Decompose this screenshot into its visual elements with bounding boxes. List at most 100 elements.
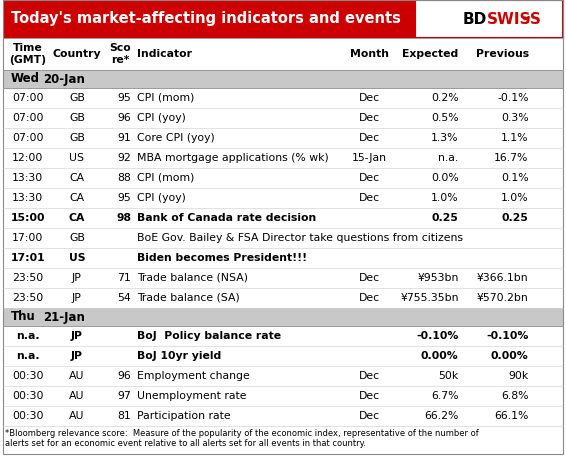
Bar [3, 38, 563, 70]
Text: Biden becomes President!!!: Biden becomes President!!! [137, 253, 307, 263]
Text: 1.1%: 1.1% [501, 133, 529, 143]
Text: US: US [70, 153, 84, 163]
Text: 98: 98 [116, 213, 131, 223]
Text: GB: GB [69, 133, 85, 143]
Text: Core CPI (yoy): Core CPI (yoy) [137, 133, 215, 143]
Text: 17:01: 17:01 [10, 253, 45, 263]
Text: US: US [68, 253, 85, 263]
Text: 92: 92 [117, 153, 131, 163]
Text: Country: Country [53, 49, 101, 59]
Text: 23:50: 23:50 [12, 293, 43, 303]
Text: CPI (mom): CPI (mom) [137, 173, 194, 183]
Text: 81: 81 [117, 411, 131, 421]
Text: 0.25: 0.25 [502, 213, 529, 223]
Text: BoE Gov. Bailey & FSA Director take questions from citizens: BoE Gov. Bailey & FSA Director take ques… [137, 233, 463, 243]
Text: JP: JP [71, 331, 83, 341]
Text: 0.1%: 0.1% [501, 173, 529, 183]
Text: *Bloomberg relevance score:  Measure of the popularity of the economic index, re: *Bloomberg relevance score: Measure of t… [5, 429, 479, 448]
Text: Employment change: Employment change [137, 371, 250, 381]
Text: Dec: Dec [359, 371, 380, 381]
Text: 0.2%: 0.2% [431, 93, 458, 103]
Text: Trade balance (NSA): Trade balance (NSA) [137, 273, 248, 283]
Text: 96: 96 [117, 113, 131, 123]
Text: 0.0%: 0.0% [431, 173, 458, 183]
Text: AU: AU [69, 411, 85, 421]
Text: 6.7%: 6.7% [431, 391, 458, 401]
Text: Dec: Dec [359, 411, 380, 421]
Text: MBA mortgage applications (% wk): MBA mortgage applications (% wk) [137, 153, 329, 163]
Text: Dec: Dec [359, 93, 380, 103]
Text: -0.10%: -0.10% [486, 331, 529, 341]
Text: Participation rate: Participation rate [137, 411, 231, 421]
Text: Dec: Dec [359, 133, 380, 143]
Text: 00:30: 00:30 [12, 391, 44, 401]
Text: -0.1%: -0.1% [497, 93, 529, 103]
Text: Time
(GMT): Time (GMT) [9, 43, 46, 65]
Text: Bank of Canada rate decision: Bank of Canada rate decision [137, 213, 316, 223]
Text: Thu: Thu [11, 310, 36, 324]
Text: Sco
re*: Sco re* [109, 43, 131, 65]
Text: 20-Jan: 20-Jan [43, 73, 85, 86]
Text: 0.00%: 0.00% [421, 351, 458, 361]
Bar [3, 70, 563, 88]
Text: Trade balance (SA): Trade balance (SA) [137, 293, 240, 303]
Text: 0.00%: 0.00% [491, 351, 529, 361]
Bar [3, 0, 415, 38]
Text: AU: AU [69, 391, 85, 401]
Text: 95: 95 [117, 93, 131, 103]
Bar [415, 0, 563, 38]
Bar [415, 0, 563, 38]
Text: Dec: Dec [359, 273, 380, 283]
Text: Dec: Dec [359, 173, 380, 183]
Text: ¥366.1bn: ¥366.1bn [477, 273, 529, 283]
Text: 97: 97 [117, 391, 131, 401]
Text: CA: CA [70, 193, 84, 203]
Text: Month: Month [350, 49, 389, 59]
Text: Expected: Expected [402, 49, 458, 59]
Text: 00:30: 00:30 [12, 411, 44, 421]
Text: 07:00: 07:00 [12, 113, 44, 123]
Text: ¥953bn: ¥953bn [417, 273, 458, 283]
Text: 12:00: 12:00 [12, 153, 44, 163]
Text: Dec: Dec [359, 391, 380, 401]
Text: Dec: Dec [359, 293, 380, 303]
Text: CA: CA [68, 213, 85, 223]
Text: 1.0%: 1.0% [431, 193, 458, 203]
Text: AU: AU [69, 371, 85, 381]
Bar [3, 308, 563, 326]
Text: 13:30: 13:30 [12, 193, 43, 203]
Text: Wed: Wed [11, 73, 40, 86]
Text: n.a.: n.a. [16, 331, 40, 341]
Text: BD: BD [462, 11, 487, 26]
Text: GB: GB [69, 93, 85, 103]
Text: 17:00: 17:00 [12, 233, 44, 243]
Text: JP: JP [72, 273, 82, 283]
Text: Today's market-affecting indicators and events: Today's market-affecting indicators and … [11, 11, 401, 26]
Text: 1.3%: 1.3% [431, 133, 458, 143]
Text: 0.3%: 0.3% [501, 113, 529, 123]
Text: 07:00: 07:00 [12, 133, 44, 143]
Text: Unemployment rate: Unemployment rate [137, 391, 247, 401]
Text: 1.0%: 1.0% [501, 193, 529, 203]
Text: 88: 88 [117, 173, 131, 183]
Text: SWISS: SWISS [487, 11, 542, 26]
Text: 66.1%: 66.1% [494, 411, 529, 421]
Text: 21-Jan: 21-Jan [43, 310, 85, 324]
Text: 15:00: 15:00 [10, 213, 45, 223]
Text: CPI (mom): CPI (mom) [137, 93, 194, 103]
Text: n.a.: n.a. [16, 351, 40, 361]
Text: 91: 91 [117, 133, 131, 143]
Text: 07:00: 07:00 [12, 93, 44, 103]
Text: ¥755.35bn: ¥755.35bn [400, 293, 458, 303]
Text: 96: 96 [117, 371, 131, 381]
Text: BoJ 10yr yield: BoJ 10yr yield [137, 351, 221, 361]
Text: GB: GB [69, 233, 85, 243]
Text: 71: 71 [117, 273, 131, 283]
Text: Dec: Dec [359, 193, 380, 203]
Text: 16.7%: 16.7% [494, 153, 529, 163]
Text: n.a.: n.a. [439, 153, 458, 163]
Text: 50k: 50k [439, 371, 458, 381]
Text: 15-Jan: 15-Jan [351, 153, 387, 163]
Text: BoJ  Policy balance rate: BoJ Policy balance rate [137, 331, 281, 341]
Text: 6.8%: 6.8% [501, 391, 529, 401]
